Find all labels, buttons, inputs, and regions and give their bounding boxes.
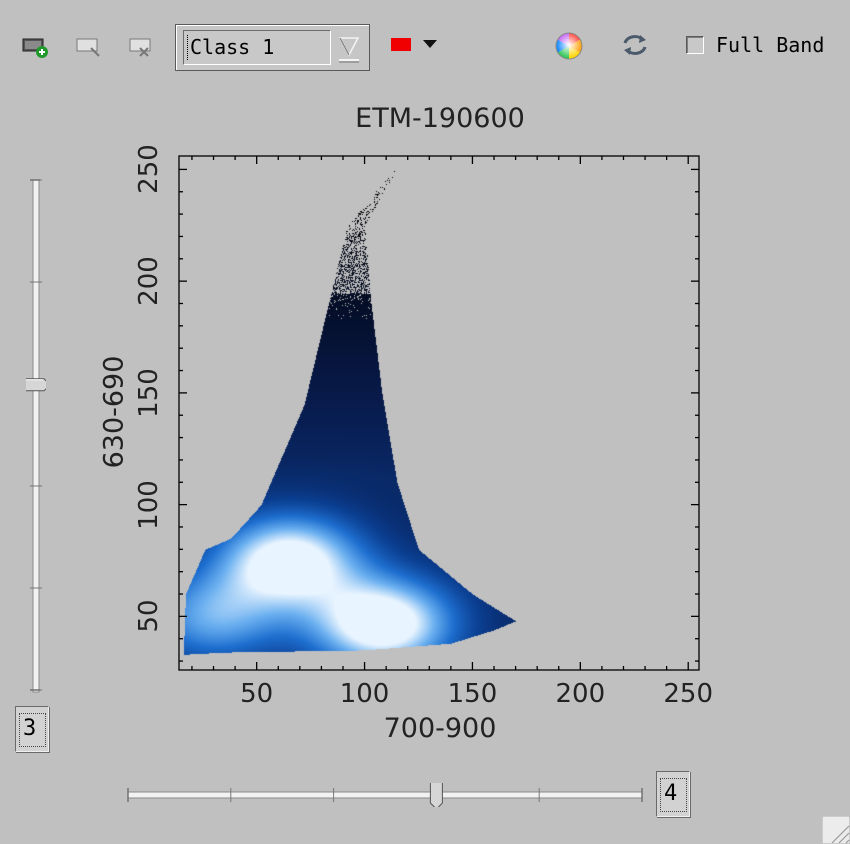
delete-roi-button[interactable] <box>127 34 157 60</box>
scatter-density-plot[interactable] <box>179 156 699 670</box>
color-wheel-button[interactable] <box>553 30 585 62</box>
plot-title: ETM-190600 <box>355 103 525 134</box>
full-band-label: Full Band <box>716 33 825 57</box>
class-color-swatch[interactable] <box>391 38 411 51</box>
x-tick-label: 100 <box>339 679 390 709</box>
y-tick-label: 250 <box>134 144 164 195</box>
y-tick-label: 100 <box>134 479 164 530</box>
x-tick-label: 200 <box>555 679 606 709</box>
class-combo-dropdown[interactable] <box>336 35 362 63</box>
resize-grip-icon[interactable] <box>822 816 850 844</box>
y-tick-label: 150 <box>134 368 164 418</box>
edit-roi-button[interactable] <box>74 34 104 60</box>
class-combo[interactable]: Class 1 <box>175 24 370 71</box>
color-dropdown-icon[interactable] <box>423 40 437 48</box>
add-roi-button[interactable] <box>20 34 50 60</box>
delete-roi-icon <box>129 38 151 57</box>
x-tick-label: 150 <box>447 679 498 709</box>
refresh-icon <box>623 35 647 55</box>
y-axis-label: 630-690 <box>98 355 130 469</box>
vertical-band-spinbox[interactable]: 3 <box>15 706 49 752</box>
class-combo-value[interactable]: Class 1 <box>183 30 331 65</box>
color-wheel-icon <box>555 32 583 60</box>
vertical-slider-thumb[interactable] <box>26 378 46 392</box>
x-axis-label: 700-900 <box>383 713 497 744</box>
full-band-checkbox[interactable] <box>686 36 704 54</box>
add-roi-icon <box>22 38 48 58</box>
toolbar: Class 1 <box>0 0 850 90</box>
y-tick-label: 200 <box>134 256 164 306</box>
horizontal-band-spinbox[interactable]: 4 <box>656 771 690 817</box>
x-tick-label: 50 <box>240 679 274 709</box>
vertical-band-slider[interactable] <box>26 178 46 696</box>
full-band-toggle[interactable]: Full Band <box>686 33 824 57</box>
horizontal-band-slider[interactable] <box>126 783 646 807</box>
y-tick-label: 50 <box>134 599 164 633</box>
refresh-button[interactable] <box>619 30 651 60</box>
horizontal-slider-thumb[interactable] <box>429 783 443 807</box>
x-tick-label: 250 <box>663 679 714 709</box>
edit-roi-icon <box>76 38 100 57</box>
chevron-down-icon <box>338 37 360 63</box>
